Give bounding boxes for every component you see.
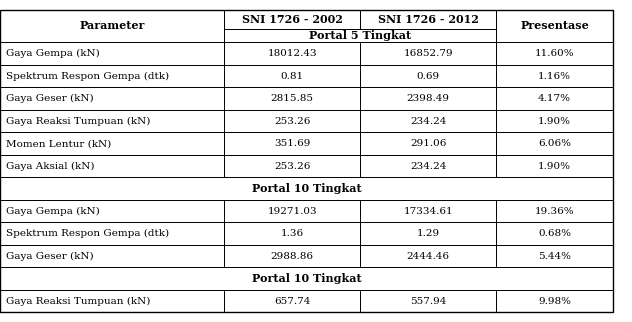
Bar <box>224 222 360 245</box>
Bar <box>360 245 496 267</box>
Bar <box>496 132 613 155</box>
Bar <box>224 29 496 42</box>
Text: Gaya Geser (kN): Gaya Geser (kN) <box>6 251 94 260</box>
Text: 0.69: 0.69 <box>416 71 440 80</box>
Text: 2815.85: 2815.85 <box>270 94 314 103</box>
Text: 16852.79: 16852.79 <box>403 49 453 58</box>
Bar <box>360 222 496 245</box>
Bar <box>360 110 496 132</box>
Text: 253.26: 253.26 <box>274 117 310 126</box>
Text: Gaya Geser (kN): Gaya Geser (kN) <box>6 94 94 103</box>
Bar <box>224 200 360 222</box>
Text: 351.69: 351.69 <box>274 139 310 148</box>
Bar <box>224 245 360 267</box>
Bar <box>224 290 360 312</box>
Text: 253.26: 253.26 <box>274 162 310 171</box>
Text: 291.06: 291.06 <box>410 139 446 148</box>
Text: 17334.61: 17334.61 <box>403 207 453 216</box>
Text: 234.24: 234.24 <box>410 162 446 171</box>
Text: 18012.43: 18012.43 <box>267 49 317 58</box>
Text: 657.74: 657.74 <box>274 297 310 306</box>
Bar <box>0 177 613 200</box>
Text: 2398.49: 2398.49 <box>406 94 450 103</box>
Bar <box>0 155 224 177</box>
Bar <box>0 132 224 155</box>
Bar <box>0 267 613 290</box>
Bar <box>496 155 613 177</box>
Text: SNI 1726 - 2002: SNI 1726 - 2002 <box>242 14 343 24</box>
Text: 19.36%: 19.36% <box>535 207 574 216</box>
Bar <box>360 87 496 110</box>
Text: Gaya Gempa (kN): Gaya Gempa (kN) <box>6 206 100 216</box>
Bar <box>0 200 224 222</box>
Text: SNI 1726 - 2012: SNI 1726 - 2012 <box>378 14 478 24</box>
Text: 557.94: 557.94 <box>410 297 446 306</box>
Bar <box>496 42 613 65</box>
Bar <box>360 290 496 312</box>
Bar <box>360 155 496 177</box>
Bar <box>224 65 360 87</box>
Bar <box>0 290 224 312</box>
Bar <box>360 65 496 87</box>
Bar <box>224 110 360 132</box>
Bar <box>0 10 224 42</box>
Bar <box>0 87 224 110</box>
Text: 5.44%: 5.44% <box>538 251 571 260</box>
Text: 1.90%: 1.90% <box>538 162 571 171</box>
Text: Gaya Gempa (kN): Gaya Gempa (kN) <box>6 49 100 58</box>
Bar <box>496 290 613 312</box>
Bar <box>496 200 613 222</box>
Bar <box>224 155 360 177</box>
Text: Portal 5 Tingkat: Portal 5 Tingkat <box>309 30 411 41</box>
Text: 9.98%: 9.98% <box>538 297 571 306</box>
Bar <box>496 222 613 245</box>
Bar <box>496 87 613 110</box>
Bar <box>0 245 224 267</box>
Text: 1.90%: 1.90% <box>538 117 571 126</box>
Text: 1.29: 1.29 <box>416 229 440 238</box>
Bar <box>496 245 613 267</box>
Text: Presentase: Presentase <box>520 21 589 32</box>
Text: Portal 10 Tingkat: Portal 10 Tingkat <box>252 273 362 284</box>
Text: Spektrum Respon Gempa (dtk): Spektrum Respon Gempa (dtk) <box>6 229 169 238</box>
Bar <box>360 10 496 29</box>
Text: Gaya Aksial (kN): Gaya Aksial (kN) <box>6 162 95 171</box>
Text: Momen Lentur (kN): Momen Lentur (kN) <box>6 139 112 148</box>
Text: 6.06%: 6.06% <box>538 139 571 148</box>
Text: Spektrum Respon Gempa (dtk): Spektrum Respon Gempa (dtk) <box>6 71 169 80</box>
Text: Parameter: Parameter <box>80 21 145 32</box>
Bar <box>0 110 224 132</box>
Bar <box>496 65 613 87</box>
Text: 234.24: 234.24 <box>410 117 446 126</box>
Text: 1.36: 1.36 <box>281 229 304 238</box>
Text: 2988.86: 2988.86 <box>270 251 314 260</box>
Bar <box>360 132 496 155</box>
Text: 1.16%: 1.16% <box>538 71 571 80</box>
Bar <box>360 42 496 65</box>
Text: Portal 10 Tingkat: Portal 10 Tingkat <box>252 183 362 194</box>
Text: 11.60%: 11.60% <box>535 49 574 58</box>
Bar <box>0 65 224 87</box>
Text: Gaya Reaksi Tumpuan (kN): Gaya Reaksi Tumpuan (kN) <box>6 117 150 126</box>
Bar <box>496 110 613 132</box>
Bar <box>224 132 360 155</box>
Text: 2444.46: 2444.46 <box>406 251 450 260</box>
Bar <box>0 42 224 65</box>
Text: 19271.03: 19271.03 <box>267 207 317 216</box>
Bar <box>496 10 613 42</box>
Bar <box>224 42 360 65</box>
Bar <box>360 200 496 222</box>
Text: 0.68%: 0.68% <box>538 229 571 238</box>
Bar <box>0 222 224 245</box>
Bar <box>224 87 360 110</box>
Text: 0.81: 0.81 <box>281 71 304 80</box>
Text: Gaya Reaksi Tumpuan (kN): Gaya Reaksi Tumpuan (kN) <box>6 297 150 306</box>
Bar <box>224 10 360 29</box>
Text: 4.17%: 4.17% <box>538 94 571 103</box>
